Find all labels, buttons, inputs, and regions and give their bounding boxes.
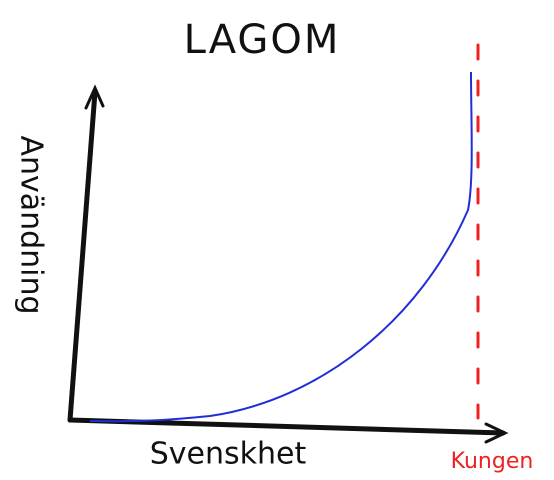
curve (89, 71, 473, 423)
y-axis-arrow (84, 84, 105, 110)
x-axis-label: Svenskhet (150, 437, 307, 472)
title: LAGOM (184, 17, 341, 63)
y-axis (67, 89, 98, 423)
x-axis-arrow (484, 422, 509, 444)
y-axis-label: Användning (14, 135, 49, 314)
x-axis (67, 417, 506, 436)
annotation: Kungen (451, 449, 534, 474)
